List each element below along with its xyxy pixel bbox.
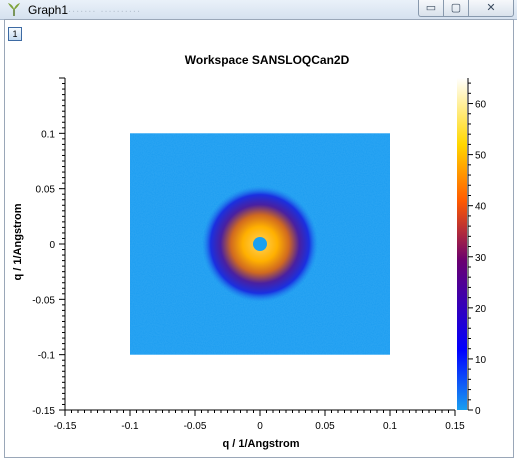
y-tick-label: 0 (49, 240, 55, 251)
y-tick-label: 0.05 (36, 185, 56, 196)
title-bar[interactable]: Graph1 ....... .......... ▭ ▢ ✕ (0, 0, 517, 20)
colorbar-tick-label: 40 (475, 202, 487, 213)
x-tick-label: 0.1 (383, 421, 397, 432)
colorbar-tick-label: 60 (475, 100, 487, 111)
colorbar-tick-label: 10 (475, 355, 487, 366)
mantid-app-icon (8, 3, 20, 16)
x-tick-label: -0.05 (184, 421, 207, 432)
colorbar-tick-label: 50 (475, 151, 487, 162)
x-tick-label: 0 (257, 421, 263, 432)
layer-button[interactable]: 1 (8, 27, 22, 41)
x-tick-label: -0.15 (54, 421, 77, 432)
close-icon: ✕ (486, 2, 496, 14)
heatmap-image (130, 133, 390, 355)
y-tick-label: -0.1 (38, 351, 56, 362)
x-tick-label: 0.15 (445, 421, 465, 432)
x-axis-ticks: -0.15 -0.1 -0.05 0 0.05 0.1 0.15 (54, 410, 465, 432)
minimize-icon: ▭ (425, 2, 437, 14)
colorbar (457, 78, 467, 410)
x-axis-label: q / 1/Angstrom (222, 438, 299, 450)
y-axis-ticks: 0.1 0.05 0 -0.05 -0.1 -0.15 (32, 77, 65, 417)
window-title: Graph1 (28, 3, 69, 17)
chart-title: Workspace SANSLOQCan2D (185, 53, 350, 67)
y-tick-label: -0.05 (32, 295, 55, 306)
y-tick-label: -0.15 (32, 406, 55, 417)
y-tick-label: 0.1 (41, 129, 55, 140)
y-axis-label: q / 1/Angstrom (12, 203, 24, 280)
x-tick-label: -0.1 (121, 421, 139, 432)
colorbar-tick-label: 30 (475, 253, 487, 264)
colorbar-tick-label: 20 (475, 304, 487, 315)
colorbar-tick-label: 0 (475, 406, 481, 417)
maximize-icon: ▢ (450, 2, 462, 14)
window-title-ghost: ....... .......... (68, 3, 142, 15)
colorbar-ticks: 0 10 20 30 40 50 60 (468, 82, 487, 417)
x-tick-label: 0.05 (315, 421, 335, 432)
close-button[interactable]: ✕ (468, 0, 514, 17)
